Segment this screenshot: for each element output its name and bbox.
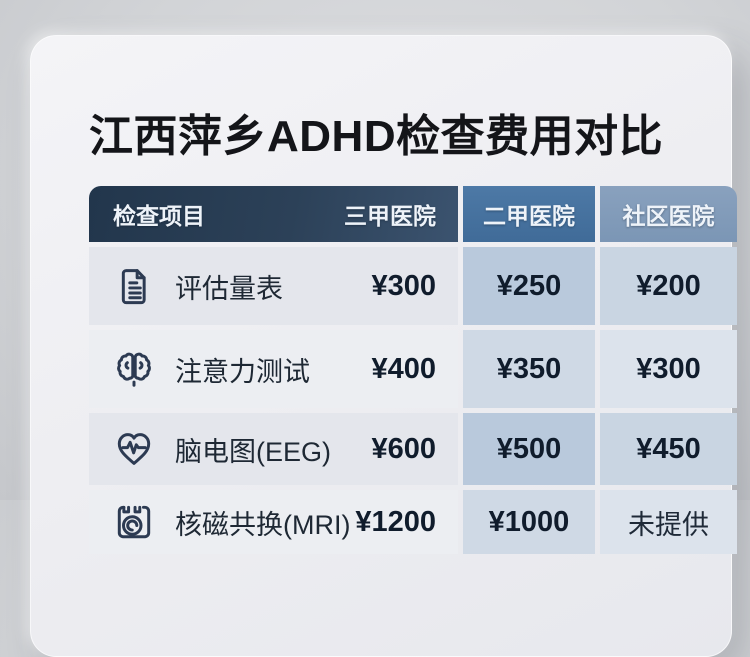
document-icon	[113, 265, 155, 307]
tier2-price-cell: ¥250	[463, 247, 595, 325]
community-price: ¥450	[636, 432, 701, 465]
tier3-price: ¥400	[371, 352, 436, 385]
tier2-price: ¥250	[496, 269, 562, 302]
community-price-cell: ¥450	[600, 413, 737, 485]
tier3-price: ¥600	[371, 432, 436, 465]
community-price-cell: ¥200	[600, 247, 737, 325]
community-price: ¥200	[636, 269, 701, 302]
tier2-price-cell: ¥350	[463, 330, 595, 408]
table-row: 评估量表 ¥300 ¥250 ¥200	[89, 247, 737, 325]
content-card: 江西萍乡ADHD检查费用对比 检查项目 三甲医院 二甲医院 社区医院	[30, 35, 737, 657]
item-label: 评估量表	[175, 273, 283, 304]
table-row: 注意力测试 ¥400 ¥350 ¥300	[89, 330, 737, 408]
tier2-price: ¥500	[496, 432, 562, 465]
brain-icon	[113, 348, 155, 390]
community-price-cell: ¥300	[600, 330, 737, 408]
header-item-label: 检查项目	[113, 203, 205, 229]
item-cell: 脑电图(EEG) ¥600	[89, 413, 458, 485]
header-cell-community: 社区医院	[600, 186, 737, 242]
header-tier2-label: 二甲医院	[483, 203, 575, 229]
tier3-price: ¥300	[371, 269, 436, 302]
mri-scanner-icon	[113, 501, 155, 543]
tier2-price-cell: ¥500	[463, 413, 595, 485]
tier2-price: ¥1000	[488, 505, 570, 538]
table-row: 脑电图(EEG) ¥600 ¥500 ¥450	[89, 413, 737, 485]
item-label: 注意力测试	[175, 356, 310, 387]
item-cell: 评估量表 ¥300	[89, 247, 458, 325]
table-header-row: 检查项目 三甲医院 二甲医院 社区医院	[89, 186, 737, 242]
item-label: 核磁共换(MRI)	[175, 509, 351, 540]
item-label: 脑电图(EEG)	[175, 436, 332, 467]
header-tier3-label: 三甲医院	[344, 203, 436, 229]
header-cell-tier2: 二甲医院	[463, 186, 595, 242]
item-cell: 注意力测试 ¥400	[89, 330, 458, 408]
page-title: 江西萍乡ADHD检查费用对比	[89, 112, 664, 161]
community-price: 未提供	[628, 509, 709, 540]
community-price: ¥300	[636, 352, 701, 385]
tier3-price: ¥1200	[355, 505, 436, 538]
tier2-price: ¥350	[496, 352, 562, 385]
heart-ecg-icon	[113, 428, 155, 470]
header-cell-item-and-tier3: 检查项目 三甲医院	[89, 186, 458, 242]
cost-comparison-table: 检查项目 三甲医院 二甲医院 社区医院 评估量表	[89, 186, 737, 554]
header-community-label: 社区医院	[622, 203, 715, 229]
